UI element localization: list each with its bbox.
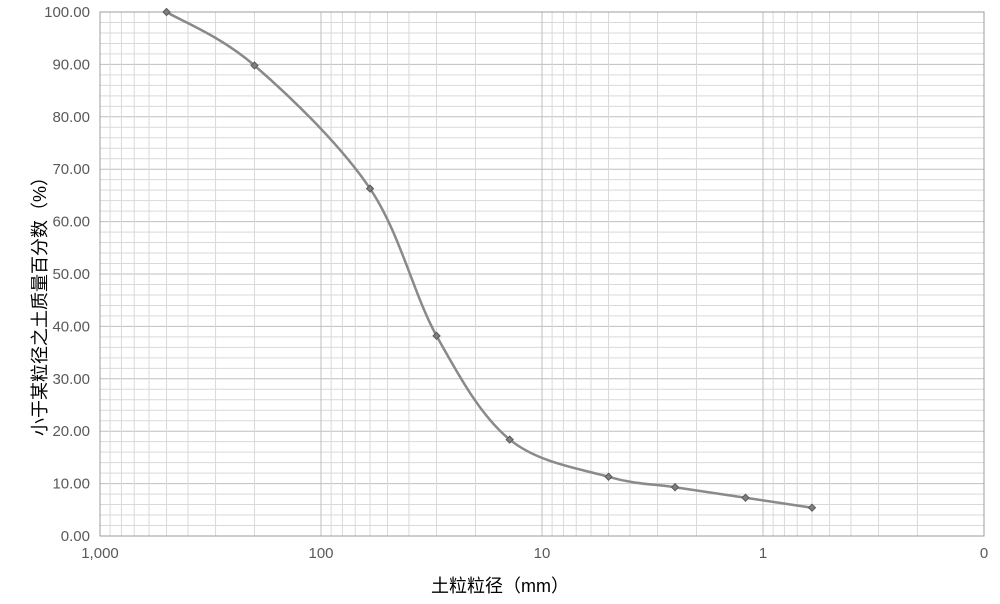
y-tick-label: 10.00 [52, 476, 90, 493]
y-axis-label: 小于某粒径之土质量百分数（%） [26, 168, 52, 436]
x-tick-label: 1 [759, 545, 767, 562]
x-tick-label: 100 [308, 545, 333, 562]
y-tick-label: 90.00 [52, 56, 90, 73]
y-tick-label: 40.00 [52, 318, 90, 335]
chart-container: 0.00 10.00 20.00 30.00 40.00 50.00 60.00 70.00 8… [0, 0, 1000, 604]
chart-svg: 0.00 10.00 20.00 30.00 40.00 50.00 60.00 70.00 8… [0, 0, 1000, 604]
y-tick-label: 80.00 [52, 109, 90, 126]
y-tick-label: 50.00 [52, 266, 90, 283]
x-axis-label: 土粒粒径（mm） [431, 572, 569, 598]
x-tick-label: 1,000 [81, 545, 119, 562]
y-tick-label: 100.00 [44, 4, 90, 21]
y-tick-label: 70.00 [52, 161, 90, 178]
y-tick-label: 20.00 [52, 423, 90, 440]
y-tick-label: 60.00 [52, 214, 90, 231]
y-tick-label: 30.00 [52, 371, 90, 388]
y-tick-label: 0.00 [61, 528, 90, 545]
x-tick-label: 0 [980, 545, 988, 562]
x-tick-label: 10 [534, 545, 551, 562]
